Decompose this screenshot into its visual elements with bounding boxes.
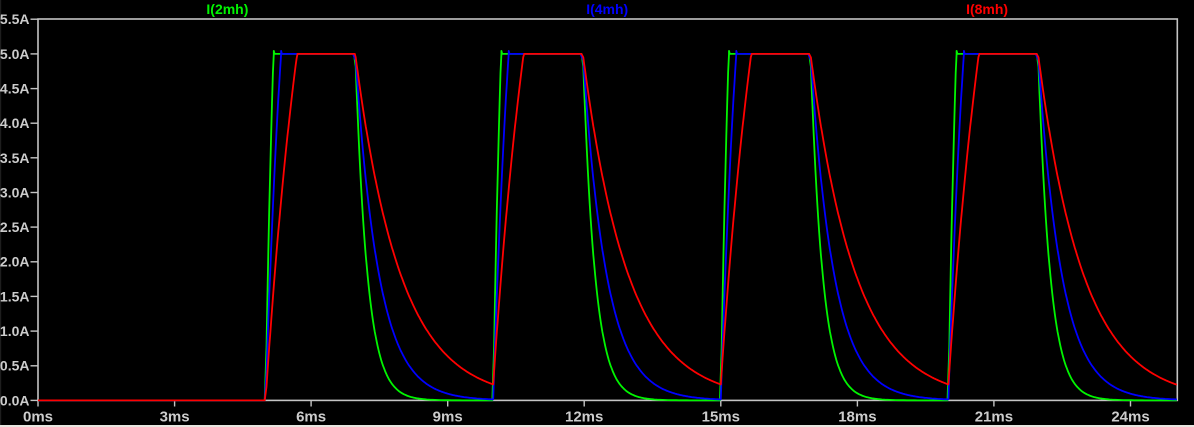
svg-text:6ms: 6ms bbox=[296, 408, 326, 425]
svg-text:3.0A: 3.0A bbox=[0, 184, 30, 200]
svg-text:1.5A: 1.5A bbox=[0, 288, 30, 304]
svg-text:15ms: 15ms bbox=[702, 408, 740, 425]
svg-text:3.5A: 3.5A bbox=[0, 150, 30, 166]
svg-text:4.0A: 4.0A bbox=[0, 115, 30, 131]
svg-text:18ms: 18ms bbox=[838, 408, 876, 425]
svg-text:24ms: 24ms bbox=[1111, 408, 1149, 425]
svg-text:2.5A: 2.5A bbox=[0, 219, 30, 235]
svg-text:I(4mh): I(4mh) bbox=[586, 1, 628, 17]
svg-text:21ms: 21ms bbox=[975, 408, 1013, 425]
svg-text:1.0A: 1.0A bbox=[0, 323, 30, 339]
svg-text:0.0A: 0.0A bbox=[0, 392, 30, 408]
svg-text:2.0A: 2.0A bbox=[0, 254, 30, 270]
svg-text:9ms: 9ms bbox=[433, 408, 463, 425]
svg-text:12ms: 12ms bbox=[565, 408, 603, 425]
svg-text:3ms: 3ms bbox=[160, 408, 190, 425]
svg-text:I(8mh): I(8mh) bbox=[966, 1, 1008, 17]
svg-text:0.5A: 0.5A bbox=[0, 358, 30, 374]
svg-text:4.5A: 4.5A bbox=[0, 81, 30, 97]
svg-text:5.5A: 5.5A bbox=[0, 11, 30, 27]
svg-text:5.0A: 5.0A bbox=[0, 46, 30, 62]
svg-text:I(2mh): I(2mh) bbox=[206, 1, 248, 17]
svg-text:0ms: 0ms bbox=[23, 408, 53, 425]
